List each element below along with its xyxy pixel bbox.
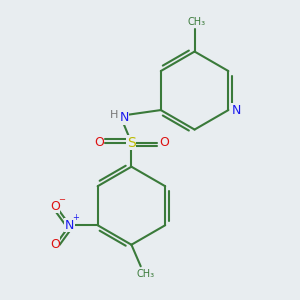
Text: H: H — [110, 110, 118, 120]
Text: −: − — [58, 195, 65, 204]
Text: N: N — [232, 103, 241, 117]
Text: O: O — [94, 136, 104, 149]
Text: N: N — [65, 219, 74, 232]
Text: N: N — [119, 111, 129, 124]
Text: O: O — [50, 238, 60, 251]
Text: CH₃: CH₃ — [188, 17, 206, 27]
Text: O: O — [50, 200, 60, 213]
Text: CH₃: CH₃ — [136, 269, 154, 280]
Text: S: S — [127, 136, 136, 150]
Text: +: + — [72, 213, 79, 222]
Text: O: O — [159, 136, 169, 149]
